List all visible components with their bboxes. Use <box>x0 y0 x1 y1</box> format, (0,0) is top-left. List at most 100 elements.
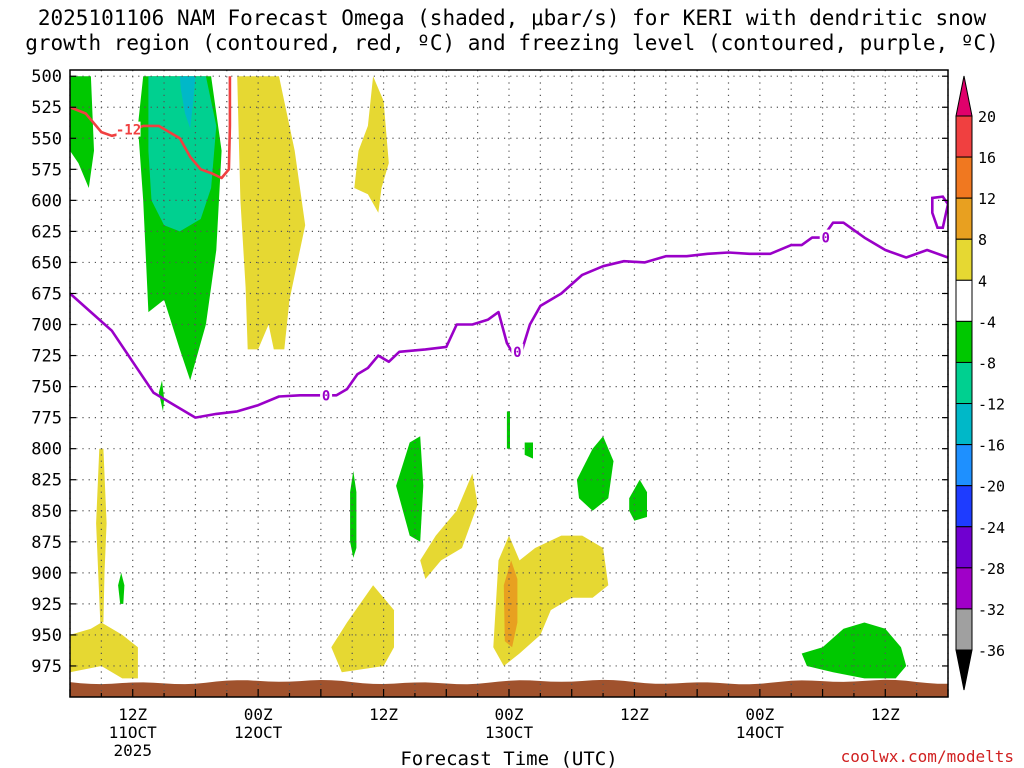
colorbar-label-13: -36 <box>978 642 1005 660</box>
freezing-label-0: 0 <box>322 388 330 404</box>
colorbar-label-12: -32 <box>978 601 1005 619</box>
y-axis-ticks: 500 525 550 575 600 625 650 675 700 725 750 775 800 8… <box>31 67 948 677</box>
dendritic-label-bg <box>116 121 141 137</box>
y-tick-label-675: 675 <box>31 284 62 304</box>
x-tick-label-18: 00Z <box>244 705 273 724</box>
colorbar-seg-2 <box>955 197 973 240</box>
x-tick-label-6: 12Z <box>118 705 147 724</box>
omega-region-13 <box>576 436 614 511</box>
y-tick-label-775: 775 <box>31 409 62 429</box>
colorbar-bottom-arrow <box>955 649 973 691</box>
x-tick-date-6: 11OCT <box>109 723 158 742</box>
dendritic-label: -12 <box>116 123 141 139</box>
omega-region-18 <box>118 572 125 604</box>
colorbar-label-8: -16 <box>978 437 1005 455</box>
omega-region-15 <box>350 471 357 558</box>
freezing-label-2: 0 <box>821 231 829 247</box>
y-tick-label-625: 625 <box>31 222 62 242</box>
y-tick-label-850: 850 <box>31 502 62 522</box>
colorbar-label-0: 20 <box>978 108 996 126</box>
colorbar-label-10: -24 <box>978 519 1005 537</box>
omega-region-12 <box>396 436 424 542</box>
x-tick-label-42: 00Z <box>495 705 524 724</box>
colorbar-seg-9 <box>955 485 973 528</box>
colorbar: 20 16 12 8 4 -4 -8 -12 -16 -20 -24 -28 -32 -36 <box>955 75 1005 691</box>
x-tick-date-42: 13OCT <box>485 723 534 742</box>
colorbar-seg-7 <box>955 403 973 446</box>
x-tick-year-6: 2025 <box>113 741 152 760</box>
colorbar-seg-5 <box>955 320 973 363</box>
contours: 0 0 0 -12 <box>70 76 948 419</box>
colorbar-seg-4 <box>955 279 973 322</box>
omega-region-19 <box>158 380 165 412</box>
y-tick-label-725: 725 <box>31 347 62 367</box>
y-tick-label-600: 600 <box>31 191 62 211</box>
x-axis-label: Forecast Time (UTC) <box>400 748 617 768</box>
omega-region-3 <box>70 76 94 188</box>
y-tick-label-575: 575 <box>31 160 62 180</box>
y-tick-label-900: 900 <box>31 564 62 584</box>
freezing-label-1: 0 <box>513 345 521 361</box>
y-tick-label-700: 700 <box>31 316 62 336</box>
y-tick-label-950: 950 <box>31 626 62 646</box>
colorbar-seg-3 <box>955 238 973 281</box>
y-tick-label-875: 875 <box>31 533 62 553</box>
omega-region-5 <box>354 76 389 213</box>
y-tick-label-525: 525 <box>31 98 62 118</box>
omega-region-8 <box>331 585 394 673</box>
omega-region-6 <box>70 622 138 679</box>
x-tick-label-78: 12Z <box>871 705 900 724</box>
y-tick-label-800: 800 <box>31 440 62 460</box>
freezing-label-bg-1 <box>511 343 524 359</box>
colorbar-label-2: 12 <box>978 190 996 208</box>
colorbar-seg-12 <box>955 608 973 651</box>
x-tick-label-54: 12Z <box>620 705 649 724</box>
x-tick-label-66: 00Z <box>745 705 774 724</box>
freezing-label-bg-0 <box>320 387 333 403</box>
watermark: coolwx.com/modelts <box>841 747 1014 766</box>
omega-region-14 <box>629 479 647 521</box>
colorbar-label-7: -12 <box>978 396 1005 414</box>
colorbar-seg-11 <box>955 567 973 610</box>
colorbar-seg-6 <box>955 361 973 405</box>
x-tick-date-66: 14OCT <box>736 723 785 742</box>
title-line-1: 2025101106 NAM Forecast Omega (shaded, μ… <box>37 6 987 30</box>
omega-region-16 <box>524 442 533 459</box>
omega-shading <box>70 76 907 679</box>
y-tick-label-825: 825 <box>31 471 62 491</box>
omega-region-20 <box>801 622 907 679</box>
y-tick-label-650: 650 <box>31 253 62 273</box>
omega-region-2 <box>179 76 196 129</box>
omega-region-4 <box>237 76 306 350</box>
omega-region-1 <box>148 76 217 232</box>
colorbar-label-5: -4 <box>978 313 996 331</box>
colorbar-label-11: -28 <box>978 560 1005 578</box>
colorbar-label-4: 4 <box>978 272 987 290</box>
freezing-label-bg-2 <box>819 229 832 245</box>
colorbar-label-3: 8 <box>978 231 987 249</box>
freezing-level-contour <box>70 221 948 419</box>
y-tick-label-975: 975 <box>31 657 62 677</box>
grid-lines <box>69 70 949 697</box>
x-tick-label-30: 12Z <box>369 705 398 724</box>
colorbar-label-9: -20 <box>978 478 1005 496</box>
colorbar-seg-0 <box>955 115 973 158</box>
y-tick-label-750: 750 <box>31 378 62 398</box>
omega-region-9 <box>420 473 478 579</box>
y-tick-label-550: 550 <box>31 129 62 149</box>
colorbar-seg-10 <box>955 526 973 569</box>
colorbar-seg-1 <box>955 156 973 199</box>
colorbar-top-arrow <box>955 75 973 117</box>
dendritic-contour <box>70 76 232 180</box>
y-tick-label-925: 925 <box>31 595 62 615</box>
colorbar-label-1: 16 <box>978 149 996 167</box>
x-tick-date-18: 12OCT <box>234 723 283 742</box>
chart-title: 2025101106 NAM Forecast Omega (shaded, μ… <box>0 6 1024 56</box>
colorbar-seg-8 <box>955 444 973 487</box>
freezing-level-contour-secondary <box>931 195 948 229</box>
omega-region-10 <box>493 535 609 666</box>
y-tick-label-500: 500 <box>31 67 62 87</box>
title-line-2: growth region (contoured, red, ºC) and f… <box>25 31 999 55</box>
